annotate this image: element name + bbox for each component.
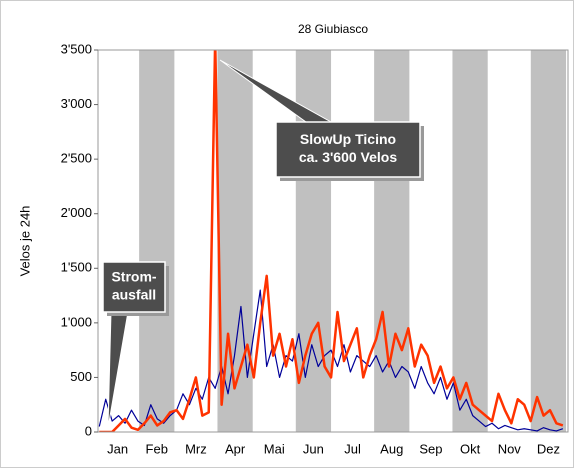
y-tick-label: 1'500 [61, 260, 92, 275]
x-tick-label: Feb [146, 441, 168, 456]
x-tick-label: Okt [460, 441, 481, 456]
y-axis-title: Velos je 24h [17, 206, 32, 277]
callout-text: SlowUp Ticino [300, 131, 396, 147]
x-tick-label: Mai [264, 441, 285, 456]
y-tick-label: 2'500 [61, 151, 92, 166]
y-tick-label: 2'000 [61, 205, 92, 220]
y-tick-label: 1'000 [61, 314, 92, 329]
x-tick-label: Mrz [185, 441, 207, 456]
month-band [452, 50, 488, 432]
plot-border [97, 49, 569, 433]
x-tick-label: Sep [419, 441, 442, 456]
callout-text: ausfall [112, 287, 156, 303]
x-tick-label: Jan [107, 441, 128, 456]
y-tick-label: 500 [70, 369, 92, 384]
x-tick-label: Apr [225, 441, 246, 456]
y-tick-label: 3'000 [61, 96, 92, 111]
month-band [139, 50, 175, 432]
x-tick-label: Jun [303, 441, 324, 456]
callout-box [275, 121, 421, 178]
x-tick-label: Jul [344, 441, 361, 456]
callout-text: Strom- [111, 269, 156, 285]
series-line [99, 50, 564, 432]
month-band [530, 50, 567, 432]
y-tick-label: 3'500 [61, 41, 92, 56]
x-tick-label: Aug [380, 441, 403, 456]
y-tick-label: 0 [85, 423, 92, 438]
callout-box [102, 261, 166, 313]
month-band [374, 50, 410, 432]
callout-text: ca. 3'600 Velos [299, 149, 398, 165]
chart-title: 28 Giubiasco [298, 22, 368, 36]
x-tick-label: Nov [498, 441, 522, 456]
x-tick-label: Dez [537, 441, 560, 456]
